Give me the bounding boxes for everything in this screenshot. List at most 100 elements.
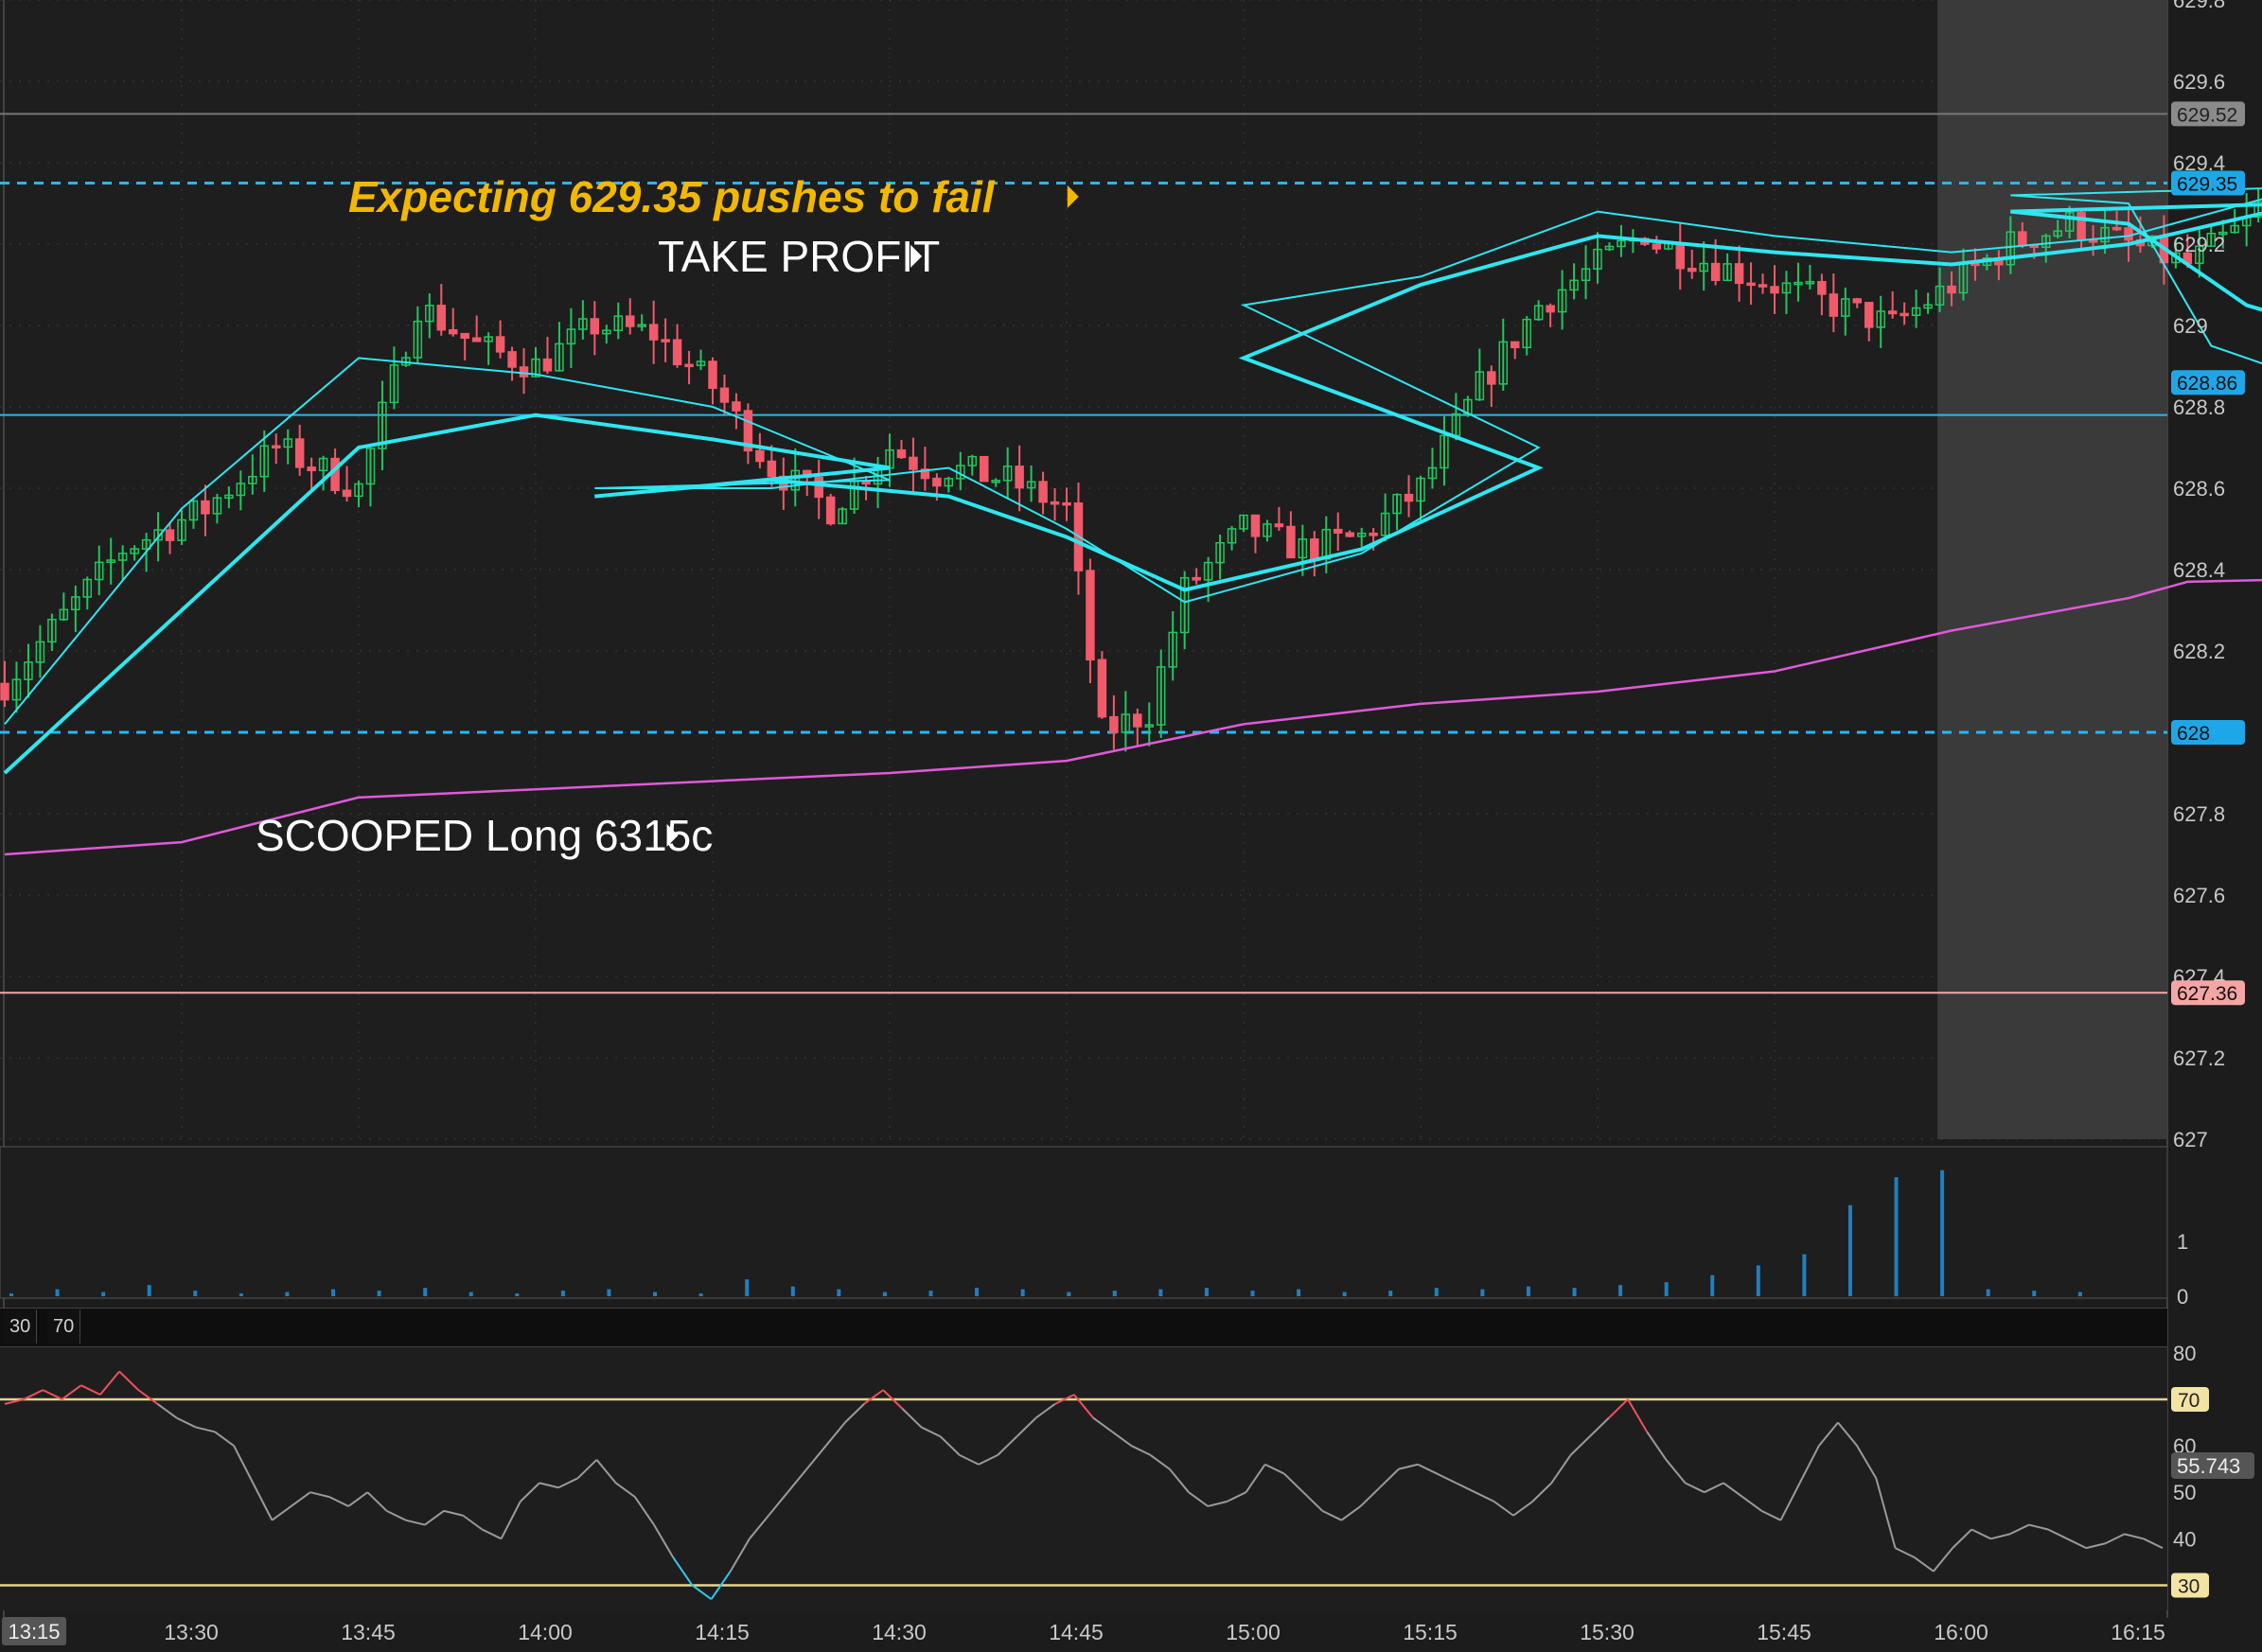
candle-body — [2018, 231, 2027, 246]
candle-body — [365, 448, 376, 485]
annotation-marker — [910, 244, 923, 268]
candle-body — [613, 315, 624, 331]
price-tick-label: 627.6 — [2173, 884, 2225, 907]
volume-bar — [1986, 1289, 1990, 1296]
volume-bar — [423, 1288, 428, 1296]
volume-bar — [1756, 1265, 1760, 1296]
candle-body — [1298, 538, 1308, 559]
volume-bar — [101, 1292, 106, 1296]
rsi-line-segment — [61, 1384, 82, 1400]
candle-body — [719, 387, 730, 403]
volume-bar — [331, 1289, 336, 1296]
candle-body — [684, 363, 694, 368]
rsi-line-segment — [23, 1389, 44, 1400]
price-tick-label: 628.8 — [2173, 395, 2225, 419]
rsi-line-segment — [1475, 1491, 1495, 1503]
rsi-level-tag — [2171, 1386, 2209, 1412]
price-tag-bg — [2171, 101, 2245, 127]
volume-bar — [9, 1293, 13, 1296]
volume-bar — [377, 1291, 381, 1296]
candle-body — [1404, 493, 1414, 502]
rsi-line-segment — [1952, 1528, 1972, 1549]
rsi-line-segment — [2009, 1523, 2030, 1536]
rsi-line-segment — [939, 1435, 961, 1456]
price-tick-label: 629 — [2173, 314, 2208, 338]
rsi-line-segment — [1569, 1435, 1591, 1456]
candle-body — [413, 320, 423, 359]
rsi-level-tag-label: 70 — [2178, 1390, 2200, 1412]
candle-body — [460, 332, 469, 340]
candles — [0, 187, 2262, 752]
rsi-line-segment — [1741, 1496, 1762, 1512]
volume-bar — [1342, 1292, 1347, 1296]
candle-body — [35, 641, 45, 663]
moving-averages — [3, 187, 2262, 856]
candle-body — [2041, 235, 2051, 249]
candle-body — [1062, 501, 1071, 506]
rsi-line-segment — [137, 1389, 159, 1405]
volume-bar — [1112, 1291, 1117, 1296]
rsi-line-segment — [1837, 1421, 1858, 1447]
candle-body — [2064, 212, 2075, 232]
time-tick-label: 14:00 — [518, 1620, 573, 1644]
rsi-tick-label: 40 — [2173, 1527, 2196, 1551]
rsi-line-segment — [424, 1510, 445, 1526]
candle-body — [1133, 713, 1142, 728]
candle-body — [1097, 659, 1107, 718]
candle-body — [767, 460, 777, 478]
price-tag-bg — [2171, 980, 2245, 1006]
volume-bar — [468, 1292, 473, 1296]
price-tag-label: 629.52 — [2177, 104, 2237, 126]
start-time-box — [2, 1617, 66, 1645]
rsi-level-tag — [2171, 1573, 2209, 1598]
rsi-line-segment — [1779, 1482, 1801, 1521]
annotation-text: SCOOPED Long 6315c — [256, 811, 713, 860]
volume-bar — [1526, 1286, 1530, 1296]
volume-bar — [1847, 1204, 1852, 1296]
price-tag-label: 628 — [2177, 723, 2210, 745]
candle-body — [531, 358, 540, 378]
price-tick-label: 627.2 — [2173, 1046, 2225, 1070]
candle-body — [1781, 282, 1792, 294]
candle-body — [165, 529, 175, 541]
annotations: Expecting 629.35 pushes to fail TAKE PROF… — [256, 172, 1079, 860]
price-tick-label: 629.6 — [2173, 70, 2225, 94]
rsi-legend-70[interactable]: 70 — [47, 1309, 81, 1344]
rsi-current-tag — [2171, 1451, 2254, 1479]
candle-body — [212, 497, 222, 515]
volume-panel-bg — [0, 1146, 2168, 1299]
candle-body — [188, 500, 199, 521]
candle-body — [507, 351, 517, 368]
rsi-line-segment — [1398, 1463, 1419, 1470]
candle-body — [1900, 312, 1909, 317]
candle-body — [991, 480, 1000, 483]
candle-body — [1794, 281, 1803, 286]
candle-body — [1734, 263, 1744, 285]
rsi-line-segment — [710, 1571, 732, 1600]
candle-body — [1805, 280, 1815, 285]
rsi-line-segment — [99, 1370, 120, 1396]
rsi-line-segment — [214, 1431, 235, 1447]
rsi-line-segment — [481, 1528, 503, 1540]
rsi-line-segment — [271, 1505, 292, 1521]
candle-body — [2253, 201, 2262, 219]
rsi-line-segment — [768, 1491, 789, 1517]
rsi-line-segment — [1073, 1394, 1094, 1419]
candle-body — [1581, 268, 1591, 282]
candle-body — [555, 343, 564, 372]
candle-body — [495, 336, 505, 353]
candle-body — [141, 538, 151, 550]
after-hours-region — [1937, 0, 2167, 1139]
candle-body — [248, 475, 257, 484]
candle-body — [2124, 227, 2133, 241]
rsi-tick-label: 80 — [2173, 1342, 2196, 1365]
time-tick-label: 15:30 — [1580, 1620, 1635, 1644]
candle-body — [2112, 226, 2122, 231]
rsi-legend-30[interactable]: 30 — [4, 1309, 38, 1344]
rsi-line-segment — [2047, 1528, 2068, 1540]
candle-body — [153, 529, 163, 541]
price-tick-label: 628.2 — [2173, 640, 2225, 663]
rsi-line-segment — [1588, 1416, 1610, 1437]
rsi-line-segment — [1704, 1482, 1724, 1494]
rsi-line-segment — [634, 1496, 655, 1526]
